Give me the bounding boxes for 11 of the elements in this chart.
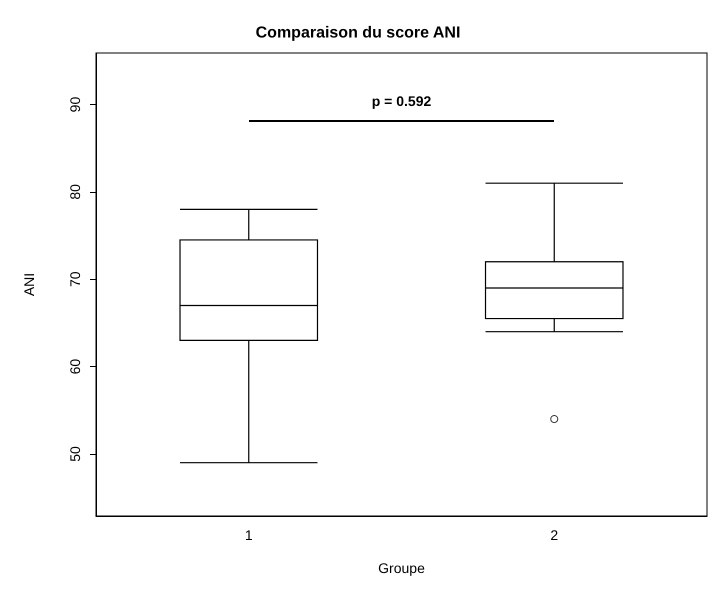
y-tick-label: 70 <box>67 271 83 288</box>
y-tick-label: 60 <box>67 358 83 374</box>
chart-title: Comparaison du score ANI <box>256 24 460 42</box>
y-tick-label: 90 <box>67 96 83 112</box>
x-axis-title: Groupe <box>378 560 426 576</box>
annotation: p = 0.592 <box>370 93 432 109</box>
y-tick-label: 50 <box>67 446 83 462</box>
x-tick-label: 1 <box>244 527 253 543</box>
x-tick-label: 2 <box>550 527 558 543</box>
y-tick-label: 80 <box>67 184 83 200</box>
y-axis-title: ANI <box>21 272 37 296</box>
